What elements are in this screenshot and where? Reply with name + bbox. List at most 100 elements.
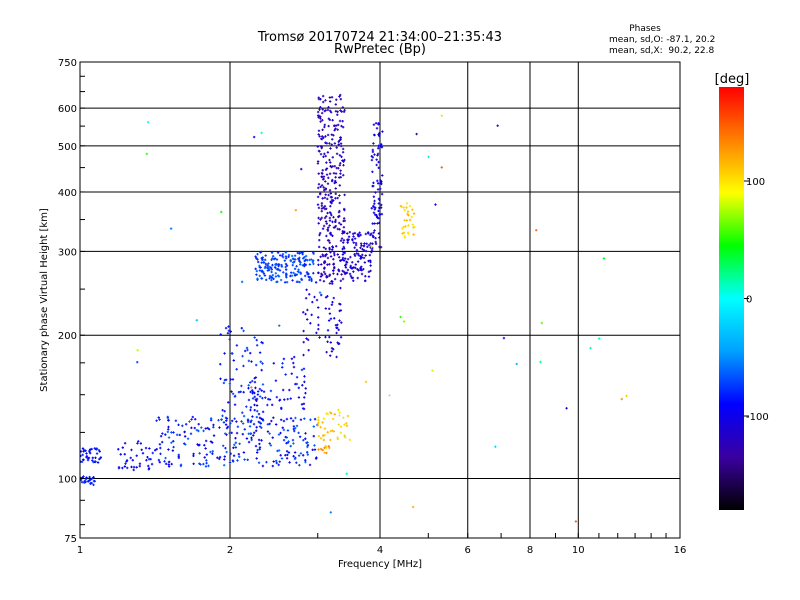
data-point — [369, 269, 372, 273]
data-point — [205, 461, 208, 465]
data-point — [267, 262, 270, 265]
data-point — [269, 444, 273, 447]
data-point — [302, 353, 305, 357]
data-point — [224, 423, 228, 426]
data-point — [317, 116, 320, 119]
data-point — [249, 408, 252, 412]
data-point — [257, 438, 261, 442]
data-point — [223, 458, 226, 461]
data-point — [255, 269, 259, 273]
data-point — [322, 417, 326, 420]
data-point — [310, 258, 313, 261]
data-point — [164, 462, 168, 466]
data-point — [302, 402, 306, 405]
data-point — [262, 272, 266, 275]
data-point — [354, 243, 358, 247]
data-point — [372, 123, 376, 126]
data-point — [334, 103, 337, 106]
data-point — [248, 425, 252, 428]
data-point — [331, 417, 335, 421]
data-point — [352, 241, 355, 244]
y-tick-label: 100 — [58, 475, 77, 486]
data-point — [117, 466, 121, 469]
data-point — [306, 453, 309, 456]
data-point — [276, 251, 280, 254]
data-point — [403, 208, 406, 212]
data-point — [256, 390, 260, 393]
data-point — [332, 272, 335, 275]
data-point — [277, 433, 281, 436]
data-point — [216, 456, 219, 459]
data-point — [222, 381, 226, 385]
data-point — [324, 335, 327, 339]
data-point — [326, 431, 329, 434]
data-point — [266, 266, 269, 270]
data-point — [261, 418, 264, 421]
data-point — [246, 348, 249, 352]
data-point — [287, 451, 291, 454]
data-point — [125, 460, 128, 463]
data-point — [92, 483, 95, 487]
data-point — [323, 260, 327, 263]
data-point — [343, 109, 346, 112]
data-point — [282, 428, 286, 432]
data-point — [252, 434, 255, 437]
data-point — [334, 324, 338, 327]
data-point — [235, 431, 239, 435]
data-point — [303, 259, 306, 263]
x-tick-label: 6 — [465, 545, 471, 556]
data-point — [258, 351, 262, 354]
data-point — [338, 95, 341, 98]
data-point — [346, 268, 350, 272]
data-point — [324, 99, 327, 102]
data-point — [258, 446, 262, 449]
y-axis-ticks: 75 100 200 300 400 500 600 750 — [58, 58, 85, 545]
data-point — [403, 219, 406, 222]
data-point — [354, 263, 357, 266]
data-point — [242, 451, 246, 454]
data-point — [370, 232, 373, 235]
data-point — [283, 398, 286, 401]
data-point — [326, 151, 330, 154]
data-point — [502, 336, 506, 340]
data-point — [276, 274, 280, 277]
data-point — [359, 268, 362, 272]
data-point — [305, 451, 309, 454]
colorbar-tick-label: 100 — [746, 177, 765, 188]
data-point — [250, 419, 253, 422]
data-point — [250, 360, 253, 363]
data-point — [337, 408, 340, 412]
data-point — [286, 441, 290, 444]
data-point — [307, 348, 310, 352]
data-point — [245, 437, 249, 440]
data-point — [282, 271, 285, 274]
data-point — [225, 450, 228, 454]
data-point — [402, 225, 405, 229]
data-point — [322, 136, 325, 139]
data-point — [515, 362, 518, 366]
data-point — [292, 425, 296, 428]
data-point — [166, 415, 169, 419]
data-point — [298, 464, 301, 467]
data-point — [367, 259, 370, 263]
data-point — [276, 268, 280, 271]
data-point — [299, 418, 303, 421]
data-point — [322, 186, 325, 189]
data-point — [130, 465, 133, 469]
data-point — [341, 247, 344, 251]
data-point — [337, 140, 340, 143]
data-point — [274, 379, 278, 382]
data-point — [316, 110, 320, 114]
y-axis-label: Stationary phase Virtual Height [km] — [39, 208, 50, 392]
data-point — [321, 135, 324, 138]
data-point — [376, 179, 379, 183]
data-point — [319, 152, 323, 156]
data-point — [319, 231, 322, 235]
data-point — [363, 261, 367, 264]
data-point — [126, 466, 129, 470]
data-point — [291, 257, 295, 261]
data-point — [306, 338, 310, 342]
data-point — [93, 447, 97, 450]
data-point — [262, 390, 266, 393]
data-point — [289, 397, 292, 400]
